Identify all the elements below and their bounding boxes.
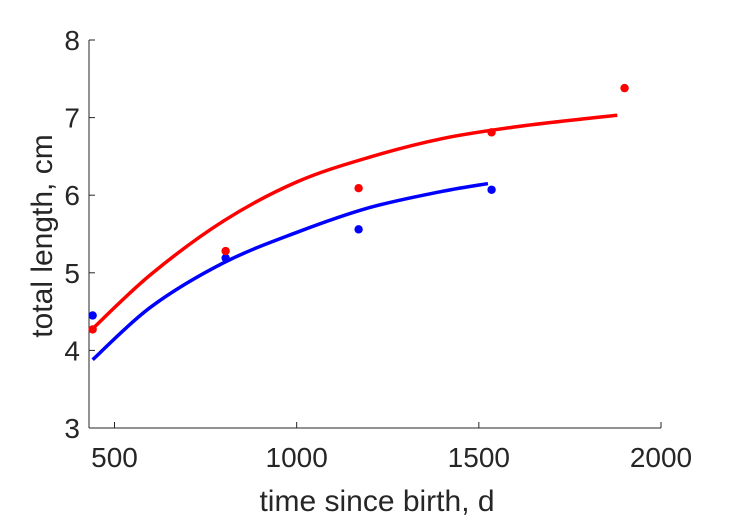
y-tick-label: 4	[64, 335, 80, 366]
data-point-1	[620, 83, 629, 93]
y-tick-label: 5	[64, 258, 80, 289]
x-tick-label: 500	[91, 442, 138, 473]
data-point-0	[354, 225, 363, 234]
data-point-1	[221, 246, 230, 256]
x-tick-label: 1000	[266, 442, 328, 473]
data-point-0	[88, 311, 97, 320]
y-tick-label: 8	[64, 25, 80, 56]
fit-curve-1	[91, 113, 618, 330]
y-axis-label: total length, cm	[26, 134, 59, 337]
data-point-1	[487, 128, 496, 137]
data-point-1	[354, 184, 363, 193]
data-point-1	[88, 325, 97, 334]
axes: 500 1000 1500 2000 3 4 5 6 7 8	[64, 25, 692, 473]
fit-curves	[91, 113, 618, 362]
y-tick-label: 3	[64, 413, 80, 444]
x-tick-label: 2000	[630, 442, 692, 473]
x-tick-label: 1500	[448, 442, 510, 473]
y-tick-label: 6	[64, 180, 80, 211]
fit-curve-0	[91, 181, 489, 362]
x-axis-label: time since birth, d	[259, 485, 494, 518]
y-tick-label: 7	[64, 103, 80, 134]
data-points	[88, 83, 629, 334]
data-point-0	[487, 185, 496, 194]
data-point-0	[221, 253, 230, 263]
